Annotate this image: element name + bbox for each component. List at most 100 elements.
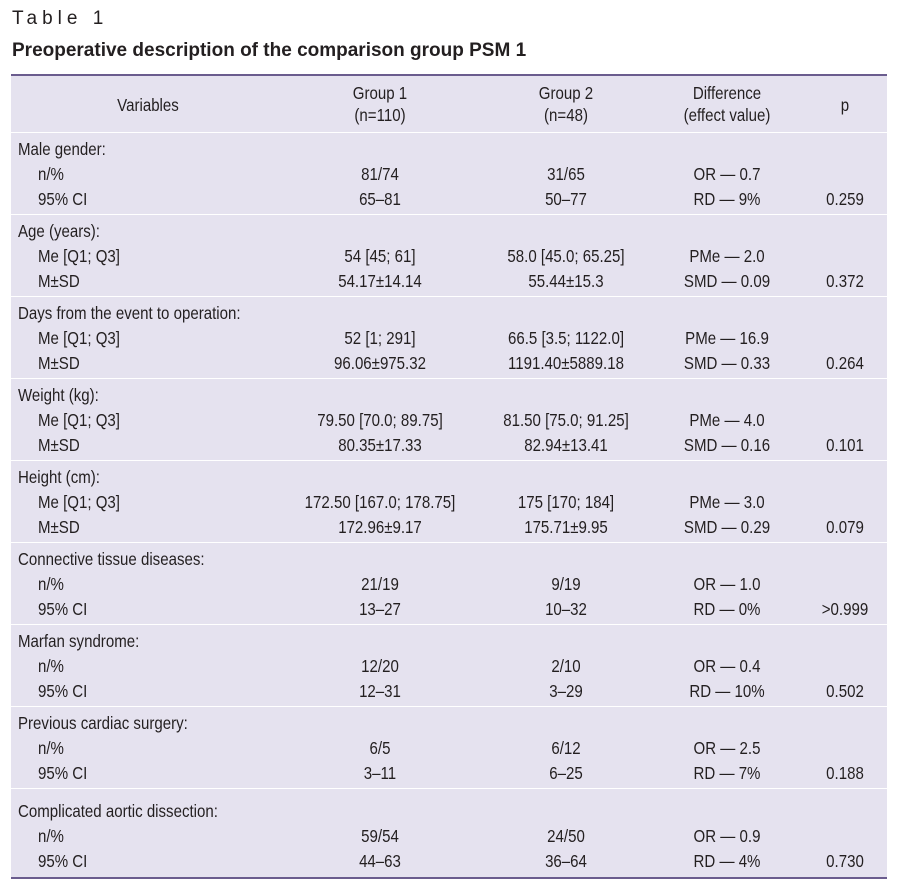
header-group-1-count: (n=110)	[354, 105, 406, 125]
statistic-label: n/%	[38, 574, 64, 594]
group-title-row: Marfan syndrome:	[11, 628, 887, 653]
table-row: Me [Q1; Q3] 79.50 [70.0; 89.75] 81.50 [75.…	[11, 407, 887, 432]
variable-group: Complicated aortic dissection: n/% 59/54 24…	[11, 789, 887, 877]
group-title-row: Male gender:	[11, 136, 887, 161]
statistic-label: M±SD	[38, 435, 80, 455]
difference-value: PMe — 4.0	[689, 410, 765, 430]
statistic-label: M±SD	[38, 271, 80, 291]
group-2-value: 50–77	[545, 189, 587, 209]
header-p-value: p	[812, 94, 877, 116]
header-group-1: Group 1 (n=110)	[286, 82, 473, 126]
p-value: 0.264	[826, 353, 864, 373]
group-1-value: 12–31	[359, 681, 401, 701]
statistic-label: Me [Q1; Q3]	[38, 492, 120, 512]
variable-name: Days from the event to operation:	[18, 303, 241, 323]
header-group-2-count: (n=48)	[544, 105, 588, 125]
table-row: n/% 6/5 6/12 OR — 2.5	[11, 735, 887, 760]
statistic-label: 95% CI	[38, 681, 88, 701]
table-number-label: Table 1	[12, 8, 109, 29]
group-2-value: 1191.40±5889.18	[508, 353, 624, 373]
table-row: n/% 59/54 24/50 OR — 0.9	[11, 823, 887, 848]
p-value: 0.372	[826, 271, 864, 291]
group-2-value: 9/19	[551, 574, 581, 594]
header-variables: Variables	[46, 94, 251, 116]
group-2-value: 2/10	[551, 656, 581, 676]
p-value: 0.101	[826, 435, 864, 455]
variable-name: Complicated aortic dissection:	[18, 801, 218, 821]
table-header: Variables Group 1 (n=110) Group 2 (n=48)…	[11, 76, 887, 133]
group-title-row: Complicated aortic dissection:	[11, 798, 887, 823]
header-p-label: p	[840, 95, 850, 115]
group-1-value: 44–63	[359, 851, 401, 871]
difference-value: RD — 7%	[693, 763, 761, 783]
group-2-value: 175 [170; 184]	[517, 492, 615, 512]
group-2-value: 55.44±15.3	[528, 271, 604, 291]
group-2-value: 66.5 [3.5; 1122.0]	[507, 328, 625, 348]
data-table: Variables Group 1 (n=110) Group 2 (n=48)…	[11, 74, 887, 879]
group-1-value: 6/5	[369, 738, 391, 758]
group-1-value: 172.96±9.17	[338, 517, 422, 537]
statistic-label: 95% CI	[38, 189, 88, 209]
variable-group: Age (years): Me [Q1; Q3] 54 [45; 61] 58.0 […	[11, 215, 887, 297]
group-1-value: 96.06±975.32	[334, 353, 426, 373]
variable-name: Connective tissue diseases:	[18, 549, 205, 569]
table-row: Me [Q1; Q3] 52 [1; 291] 66.5 [3.5; 1122.0]…	[11, 325, 887, 350]
table-row: M±SD 96.06±975.32 1191.40±5889.18 SMD — 0.3…	[11, 350, 887, 375]
group-2-value: 36–64	[545, 851, 587, 871]
statistic-label: 95% CI	[38, 763, 88, 783]
variable-group: Weight (kg): Me [Q1; Q3] 79.50 [70.0; 89.7…	[11, 379, 887, 461]
variable-name: Marfan syndrome:	[18, 631, 140, 651]
group-1-value: 65–81	[359, 189, 401, 209]
group-1-value: 3–11	[363, 763, 397, 783]
group-1-value: 54.17±14.14	[338, 271, 422, 291]
statistic-label: n/%	[38, 738, 64, 758]
variable-group: Connective tissue diseases: n/% 21/19 9/19 O…	[11, 543, 887, 625]
variable-name: Previous cardiac surgery:	[18, 713, 188, 733]
variable-group: Days from the event to operation: Me [Q1;…	[11, 297, 887, 379]
p-value: >0.999	[821, 599, 869, 619]
difference-value: OR — 0.4	[693, 656, 761, 676]
group-1-value: 79.50 [70.0; 89.75]	[317, 410, 443, 430]
difference-value: OR — 0.7	[693, 164, 761, 184]
table-row: M±SD 172.96±9.17 175.71±9.95 SMD — 0.29 0.07…	[11, 514, 887, 539]
difference-value: SMD — 0.09	[683, 271, 771, 291]
statistic-label: n/%	[38, 656, 64, 676]
p-value: 0.730	[826, 851, 864, 871]
group-2-value: 81.50 [75.0; 91.25]	[503, 410, 629, 430]
group-title-row: Previous cardiac surgery:	[11, 710, 887, 735]
table-row: n/% 21/19 9/19 OR — 1.0	[11, 571, 887, 596]
difference-value: PMe — 3.0	[689, 492, 765, 512]
header-group-2: Group 2 (n=48)	[472, 82, 659, 126]
header-group-1-name: Group 1	[352, 83, 408, 103]
difference-value: OR — 2.5	[693, 738, 761, 758]
statistic-label: Me [Q1; Q3]	[38, 246, 120, 266]
statistic-label: M±SD	[38, 517, 80, 537]
table-row: Me [Q1; Q3] 54 [45; 61] 58.0 [45.0; 65.25]…	[11, 243, 887, 268]
difference-value: OR — 0.9	[693, 826, 761, 846]
group-title-row: Weight (kg):	[11, 382, 887, 407]
header-difference: Difference (effect value)	[648, 82, 806, 126]
variable-name: Height (cm):	[18, 467, 100, 487]
difference-value: SMD — 0.16	[683, 435, 771, 455]
group-1-value: 12/20	[361, 656, 399, 676]
statistic-label: 95% CI	[38, 851, 88, 871]
variable-group: Previous cardiac surgery: n/% 6/5 6/12 OR — …	[11, 707, 887, 789]
difference-value: RD — 10%	[689, 681, 765, 701]
table-row: 95% CI 12–31 3–29 RD — 10% 0.502	[11, 678, 887, 703]
p-value: 0.502	[826, 681, 864, 701]
difference-value: SMD — 0.33	[683, 353, 771, 373]
group-1-value: 172.50 [167.0; 178.75]	[304, 492, 456, 512]
statistic-label: M±SD	[38, 353, 80, 373]
difference-value: RD — 4%	[693, 851, 761, 871]
group-2-value: 10–32	[545, 599, 587, 619]
table-row: Me [Q1; Q3] 172.50 [167.0; 178.75] 175 [17…	[11, 489, 887, 514]
table-row: M±SD 54.17±14.14 55.44±15.3 SMD — 0.09 0.372	[11, 268, 887, 293]
difference-value: PMe — 2.0	[689, 246, 765, 266]
group-2-value: 82.94±13.41	[524, 435, 608, 455]
difference-value: SMD — 0.29	[683, 517, 771, 537]
group-2-value: 24/50	[547, 826, 585, 846]
difference-value: RD — 9%	[693, 189, 761, 209]
variable-group: Male gender: n/% 81/74 31/65 OR — 0.7 95% CI 6…	[11, 133, 887, 215]
difference-value: OR — 1.0	[693, 574, 761, 594]
variable-name: Weight (kg):	[18, 385, 99, 405]
